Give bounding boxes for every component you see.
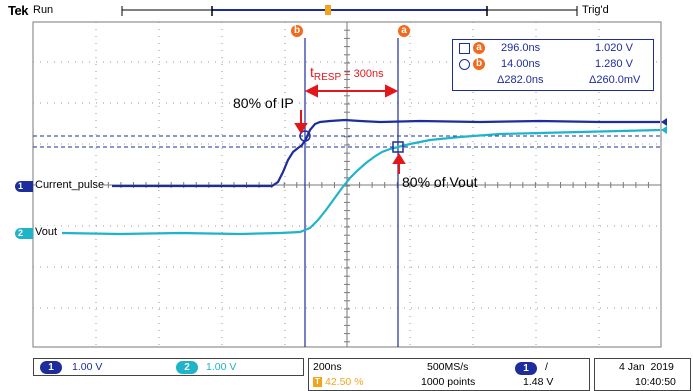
record-position-indicator[interactable] (121, 5, 578, 16)
sample-rate: 500MS/s (427, 361, 469, 373)
ch2-trace-label: Vout (35, 226, 58, 238)
cursor-b-time: 14.00ns (501, 58, 541, 70)
ch1-ground-marker[interactable]: 1 (15, 181, 33, 192)
trigger-level: 1.48 V (523, 376, 554, 388)
cursor-a-badge: a (473, 42, 485, 54)
cursor-a-label[interactable]: a (398, 25, 410, 37)
ch2-ground-marker[interactable]: 2 (15, 228, 33, 239)
tresp-value: = 300ns (341, 68, 384, 80)
tresp-sub: RESP (313, 72, 342, 83)
ch2-vout-trace (61, 128, 661, 236)
datetime-panel: 4 Jan 2019 10:40:50 (594, 358, 691, 391)
cursor-delta-time: Δ282.0ns (497, 74, 544, 86)
record-length: 1000 points (421, 376, 476, 388)
trigger-source-badge[interactable]: 1 (515, 362, 537, 375)
date-display: 4 Jan 2019 (619, 361, 674, 373)
cursor-b-label[interactable]: b (291, 25, 303, 37)
timebase-value: 200ns (313, 361, 342, 373)
ip-annotation: 80% of IP (233, 95, 294, 111)
vout-annotation: 80% of Vout (402, 174, 478, 190)
ch1-right-marker (661, 118, 667, 126)
tresp-annotation: tRESP = 300ns (310, 64, 384, 83)
channel-scale-panel[interactable]: 1 1.00 V 2 1.00 V (33, 358, 304, 376)
cursor-b-marker (299, 130, 311, 142)
ch1-trace-label: Current_pulse (35, 179, 105, 191)
cursor-a-value: 1.020 V (595, 42, 633, 54)
cursor-b-badge: b (473, 58, 485, 70)
time-display: 10:40:50 (635, 376, 676, 388)
trigger-status: Trig'd (582, 4, 609, 16)
top-bar: Tek Run Trig'd (0, 0, 693, 22)
cursor-a-time: 296.0ns (501, 42, 541, 54)
tresp-main: t (310, 64, 314, 80)
cursor-a-marker (392, 141, 404, 153)
cursor-b-circle-icon (459, 59, 470, 70)
vout-point-arrow (392, 153, 406, 174)
trigger-position-icon: T (313, 377, 322, 387)
cursor-b-value: 1.280 V (595, 58, 633, 70)
brand-logo: Tek (8, 3, 28, 18)
ch1-badge[interactable]: 1 (40, 361, 62, 374)
tresp-span-arrow (304, 84, 399, 98)
trigger-slope-icon: / (545, 361, 548, 373)
ch2-badge[interactable]: 2 (176, 361, 198, 374)
ip-point-arrow (294, 110, 308, 134)
acquisition-state: Run (33, 4, 54, 16)
ch1-current-trace (112, 118, 660, 188)
ch2-scale: 1.00 V (206, 361, 237, 373)
axis-ticks (32, 21, 662, 343)
timebase-panel[interactable]: 200ns T 42.50 % 500MS/s 1000 points 1 / … (308, 358, 590, 391)
trigger-position: 42.50 % (325, 376, 364, 388)
cursor-delta-value: Δ260.0mV (589, 74, 641, 86)
cursor-a-square-icon (459, 43, 470, 54)
ch2-right-marker (661, 126, 667, 134)
cursor-readout-panel: a 296.0ns 1.020 V b 14.00ns 1.280 V Δ282… (452, 39, 654, 91)
ch1-scale: 1.00 V (72, 361, 103, 373)
